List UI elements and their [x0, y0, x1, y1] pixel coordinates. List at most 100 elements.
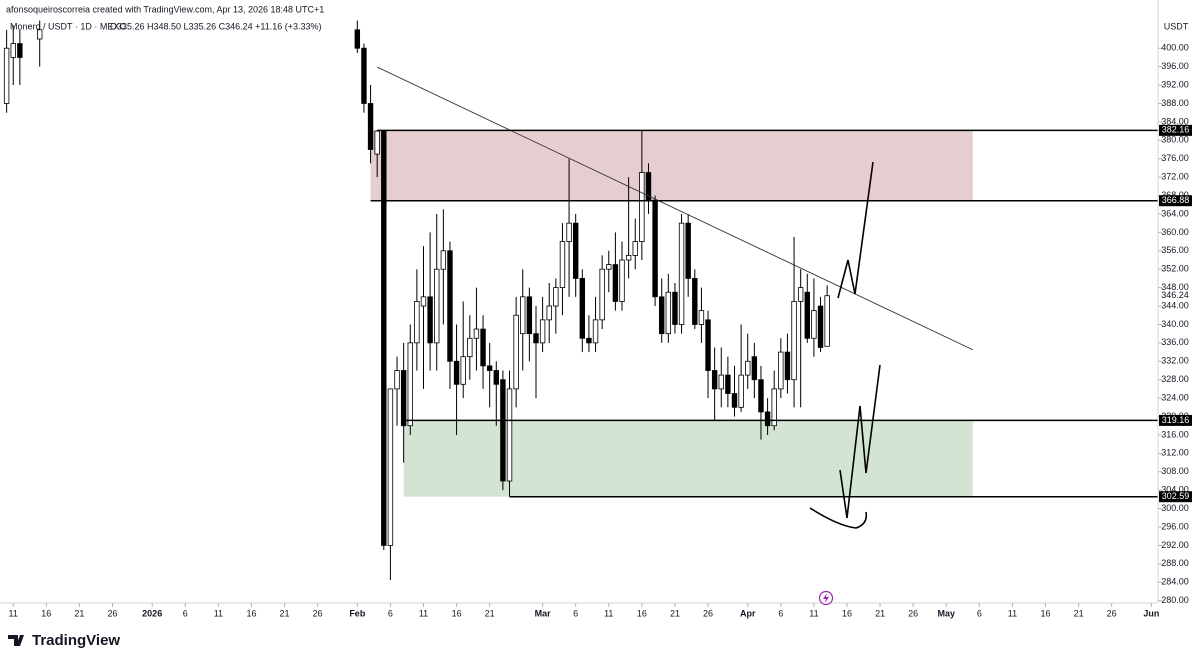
- candle-body: [731, 393, 738, 408]
- x-tick-label: 26: [1107, 608, 1117, 618]
- x-tick-label: Mar: [535, 608, 552, 618]
- y-tick-label: 388.00: [1161, 98, 1189, 108]
- candle-body: [513, 314, 519, 390]
- candle-body: [394, 370, 400, 390]
- y-tick-label: 360.00: [1161, 227, 1189, 237]
- candle-body: [427, 296, 433, 344]
- x-tick-label: 11: [604, 608, 613, 618]
- y-tick-label: 324.00: [1161, 392, 1189, 402]
- candle-body: [480, 328, 486, 367]
- y-tick-label: 332.00: [1161, 356, 1189, 366]
- drawing: [837, 161, 874, 299]
- y-tick-label: 364.00: [1161, 208, 1189, 218]
- candle-body: [387, 388, 394, 546]
- x-tick-label: 26: [313, 608, 323, 618]
- x-tick-label: Jun: [1143, 608, 1159, 618]
- candle-body: [440, 250, 447, 270]
- x-tick-label: 26: [908, 608, 918, 618]
- candle-body: [672, 291, 678, 325]
- ohlc: O335.26 H348.50 L335.26 C346.24 +11.16 (…: [110, 21, 322, 31]
- candle-body: [824, 295, 830, 347]
- candle-body: [625, 254, 632, 261]
- x-tick-label: 11: [809, 608, 818, 618]
- x-tick-label: 2026: [142, 608, 162, 618]
- candle-body: [778, 351, 784, 390]
- y-tick-label: 340.00: [1161, 319, 1189, 329]
- y-tick-label: 304.00: [1161, 485, 1189, 495]
- candle-body: [751, 356, 758, 381]
- attribution: afonsoqueiroscorreia created with Tradin…: [6, 4, 324, 14]
- candle-body: [652, 199, 658, 298]
- x-tick-label: 11: [9, 608, 18, 618]
- candle-body: [632, 241, 638, 256]
- candle-body: [705, 319, 711, 371]
- candle-body: [612, 264, 619, 302]
- candle-body: [533, 333, 539, 344]
- x-tick-label: 21: [485, 608, 495, 618]
- candle-body: [400, 370, 407, 427]
- candle-body: [764, 411, 771, 427]
- candle-body: [453, 360, 460, 385]
- x-tick-label: 21: [875, 608, 885, 618]
- candle-body: [374, 130, 380, 155]
- candle-body: [659, 296, 665, 335]
- axis-unit: USDT: [1164, 21, 1189, 31]
- candle-body: [539, 319, 546, 344]
- level-box: [1159, 414, 1192, 426]
- candle-body: [745, 360, 751, 376]
- candle-body: [553, 287, 559, 307]
- candle-body: [771, 388, 777, 427]
- y-tick-label: 336.00: [1161, 337, 1189, 347]
- x-tick-label: 16: [1041, 608, 1051, 618]
- candle-body: [586, 337, 592, 344]
- x-tick-label: Feb: [349, 608, 366, 618]
- y-tick-label: 380.00: [1161, 135, 1189, 145]
- x-tick-label: 6: [977, 608, 982, 618]
- candle-body: [526, 296, 533, 335]
- trendline: [376, 66, 973, 351]
- level-label: 319.16: [1162, 415, 1190, 425]
- x-tick-label: 16: [452, 608, 462, 618]
- candle-body: [784, 351, 791, 381]
- y-tick-label: 344.00: [1161, 300, 1189, 310]
- y-tick-label: 328.00: [1161, 374, 1189, 384]
- candle-body: [711, 370, 718, 390]
- candle-body: [619, 259, 625, 302]
- candle-body: [381, 130, 387, 546]
- candle-body: [579, 278, 586, 339]
- y-tick-label: 300.00: [1161, 503, 1189, 513]
- y-tick-label: 356.00: [1161, 245, 1189, 255]
- y-tick-label: 352.00: [1161, 264, 1189, 274]
- candle-body: [354, 29, 361, 49]
- candle-body: [718, 374, 724, 390]
- last-price-box: [1159, 290, 1192, 301]
- zone: [370, 130, 973, 201]
- level-label: 366.88: [1162, 195, 1190, 205]
- candle-body: [546, 305, 552, 321]
- level-box: [1159, 491, 1192, 503]
- x-tick-label: 21: [1074, 608, 1084, 618]
- candle-body: [599, 268, 605, 321]
- candle-body: [414, 301, 420, 344]
- x-tick-label: 16: [842, 608, 852, 618]
- x-tick-label: 6: [573, 608, 578, 618]
- candle-body: [434, 268, 440, 344]
- y-tick-label: 400.00: [1161, 43, 1189, 53]
- candle-body: [698, 310, 705, 325]
- candle-body: [804, 291, 810, 339]
- event-icon[interactable]: [818, 590, 834, 606]
- drawing: [839, 364, 881, 519]
- zone: [403, 420, 973, 497]
- candle-body: [685, 222, 691, 279]
- candle-body: [665, 291, 672, 335]
- candle-body: [447, 250, 453, 362]
- candle-body: [738, 374, 744, 408]
- candle-body: [367, 103, 374, 150]
- drawing: [809, 507, 868, 529]
- y-tick-label: 280.00: [1161, 595, 1189, 605]
- candle-body: [407, 342, 413, 427]
- level-box: [1159, 124, 1192, 136]
- level-label: 382.16: [1162, 125, 1190, 135]
- candle-body: [493, 370, 499, 385]
